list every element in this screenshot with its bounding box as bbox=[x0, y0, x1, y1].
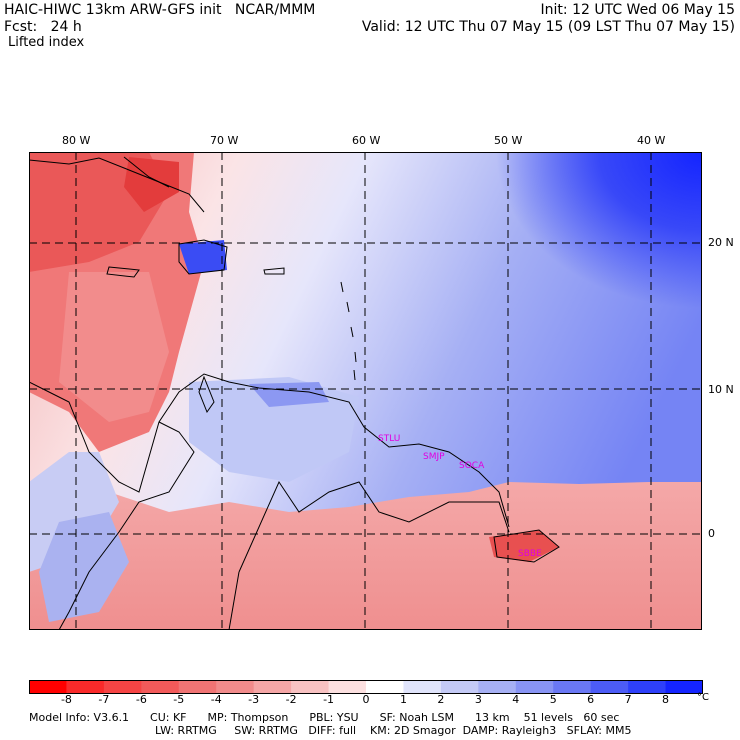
lon-label-70w: 70 W bbox=[210, 134, 239, 147]
colorbar-cell bbox=[665, 680, 703, 694]
colorbar-cell bbox=[216, 680, 255, 694]
colorbar-tick-label: 5 bbox=[549, 693, 557, 706]
station-stlu: STLU bbox=[378, 434, 401, 444]
graticule bbox=[29, 152, 702, 630]
colorbar-tick-label: 6 bbox=[587, 693, 595, 706]
colorbar-cell bbox=[29, 680, 67, 694]
model-info-line-2: LW: RRTMG SW: RRTMG DIFF: full KM: 2D Sm… bbox=[155, 724, 632, 737]
colorbar-tick-label: -5 bbox=[173, 693, 185, 706]
colorbar-cell bbox=[66, 680, 105, 694]
lon-label-40w: 40 W bbox=[637, 134, 666, 147]
station-soca: SOCA bbox=[459, 461, 485, 471]
model-info-line-1: Model Info: V3.6.1 CU: KF MP: Thompson P… bbox=[29, 711, 620, 724]
colorbar-tick-label: 8 bbox=[662, 693, 670, 706]
colorbar-cell bbox=[291, 680, 330, 694]
colorbar-tick-label: -6 bbox=[135, 693, 147, 706]
colorbar-tick-label: 1 bbox=[399, 693, 407, 706]
colorbar-cell bbox=[553, 680, 592, 694]
colorbar-cell bbox=[590, 680, 629, 694]
colorbar-cell bbox=[628, 680, 667, 694]
colorbar-cell bbox=[403, 680, 442, 694]
lifted-index-map bbox=[29, 152, 702, 630]
colorbar-cell bbox=[478, 680, 517, 694]
colorbar-tick-label: -4 bbox=[210, 693, 222, 706]
colorbar-tick-label: -8 bbox=[60, 693, 72, 706]
colorbar-tick-label: 4 bbox=[512, 693, 520, 706]
lat-label-20n: 20 N bbox=[708, 236, 734, 249]
init-time: Init: 12 UTC Wed 06 May 15 bbox=[540, 2, 735, 18]
colorbar-cell bbox=[440, 680, 479, 694]
colorbar-cell bbox=[253, 680, 292, 694]
forecast-hour: Fcst: 24 h bbox=[4, 19, 82, 35]
colorbar-tick-label: 3 bbox=[474, 693, 482, 706]
colorbar-cell bbox=[103, 680, 142, 694]
colorbar-cell bbox=[141, 680, 180, 694]
colorbar-cell bbox=[178, 680, 217, 694]
colorbar-tick-label: 0 bbox=[362, 693, 370, 706]
colorbar-unit: °C bbox=[697, 692, 709, 703]
colorbar-cell bbox=[515, 680, 554, 694]
map-frame bbox=[29, 152, 702, 630]
station-smjp: SMJP bbox=[423, 452, 445, 462]
colorbar-tick-label: -7 bbox=[98, 693, 110, 706]
lat-label-equator: 0 bbox=[708, 527, 715, 540]
colorbar-cell bbox=[328, 680, 367, 694]
lon-label-50w: 50 W bbox=[494, 134, 523, 147]
station-sbbe: SBBE bbox=[518, 549, 542, 559]
lat-label-10n: 10 N bbox=[708, 383, 734, 396]
colorbar-tick-label: 2 bbox=[437, 693, 445, 706]
lon-label-80w: 80 W bbox=[62, 134, 91, 147]
colorbar-tick-label: 7 bbox=[624, 693, 632, 706]
lon-label-60w: 60 W bbox=[352, 134, 381, 147]
valid-time: Valid: 12 UTC Thu 07 May 15 (09 LST Thu … bbox=[361, 19, 735, 35]
colorbar-cell bbox=[366, 680, 404, 694]
coastlines bbox=[29, 156, 560, 630]
map-title: HAIC-HIWC 13km ARW-GFS init NCAR/MMM bbox=[4, 2, 316, 18]
colorbar-tick-label: -3 bbox=[248, 693, 260, 706]
colorbar-tick-label: -1 bbox=[323, 693, 335, 706]
field-name: Lifted index bbox=[8, 35, 85, 50]
lesser-antilles bbox=[340, 281, 357, 381]
colorbar bbox=[29, 680, 703, 694]
colorbar-tick-label: -2 bbox=[285, 693, 297, 706]
